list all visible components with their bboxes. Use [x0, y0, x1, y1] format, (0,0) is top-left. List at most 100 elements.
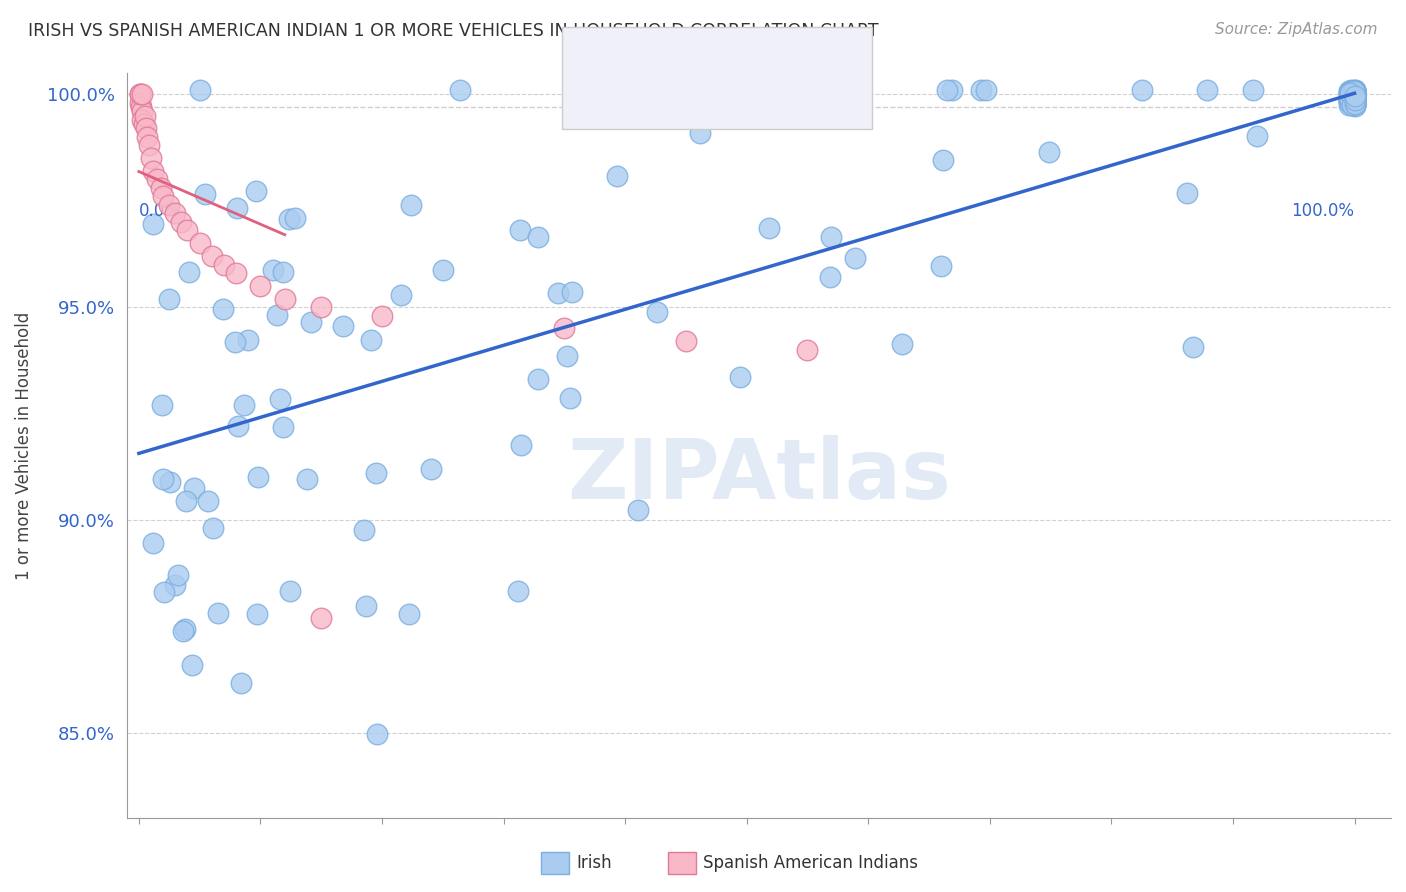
Point — [142, 536, 165, 550]
Point — [1343, 96, 1365, 111]
Point — [398, 607, 420, 622]
Point — [295, 472, 318, 486]
Point — [1343, 89, 1365, 103]
Point — [527, 230, 550, 244]
Point — [131, 87, 153, 102]
Point — [728, 369, 751, 384]
Point — [174, 622, 197, 636]
Text: N =: N = — [733, 42, 776, 61]
Point — [1343, 84, 1365, 98]
Point — [309, 611, 332, 625]
Point — [149, 181, 172, 195]
Point — [188, 236, 211, 251]
Point — [1343, 84, 1365, 98]
Point — [401, 198, 423, 212]
Point — [129, 87, 152, 102]
Point — [976, 83, 998, 97]
Point — [1343, 92, 1365, 106]
Point — [129, 100, 152, 114]
Point — [180, 658, 202, 673]
Point — [420, 461, 443, 475]
Point — [284, 211, 307, 225]
Point — [1343, 95, 1365, 110]
Point — [136, 129, 159, 144]
Point — [547, 285, 569, 300]
Point — [606, 169, 628, 183]
Point — [1339, 89, 1361, 103]
Text: R =: R = — [614, 91, 658, 110]
Point — [246, 470, 269, 484]
Point — [449, 83, 471, 97]
Point — [142, 217, 165, 231]
Point — [1343, 87, 1365, 102]
Point — [152, 189, 174, 203]
Point — [1343, 84, 1365, 98]
Point — [1341, 93, 1364, 107]
Text: R =: R = — [614, 42, 658, 61]
Point — [929, 259, 952, 273]
Point — [188, 83, 211, 97]
Point — [354, 599, 377, 614]
Point — [238, 334, 260, 348]
Point — [131, 112, 153, 127]
Point — [645, 304, 668, 318]
Point — [269, 392, 291, 407]
Point — [1337, 85, 1360, 99]
Point — [1343, 89, 1365, 103]
Point — [1182, 340, 1205, 354]
Point — [1337, 83, 1360, 97]
Point — [508, 584, 530, 599]
Text: Source: ZipAtlas.com: Source: ZipAtlas.com — [1215, 22, 1378, 37]
Point — [207, 606, 229, 620]
Point — [1343, 85, 1365, 99]
Point — [150, 398, 173, 412]
Point — [201, 521, 224, 535]
Point — [212, 258, 235, 272]
Point — [1343, 83, 1365, 97]
Point — [212, 301, 235, 316]
Point — [844, 251, 866, 265]
Point — [1339, 94, 1361, 108]
Point — [129, 95, 152, 110]
Point — [555, 349, 578, 363]
Point — [970, 83, 993, 97]
Text: IRISH VS SPANISH AMERICAN INDIAN 1 OR MORE VEHICLES IN HOUSEHOLD CORRELATION CHA: IRISH VS SPANISH AMERICAN INDIAN 1 OR MO… — [28, 22, 879, 40]
Point — [146, 172, 169, 186]
Point — [163, 578, 186, 592]
Point — [360, 334, 382, 348]
Point — [183, 481, 205, 495]
Point — [1343, 98, 1365, 112]
Point — [1339, 86, 1361, 100]
Point — [201, 249, 224, 263]
Text: 169: 169 — [776, 42, 817, 61]
Point — [366, 727, 388, 741]
Point — [179, 265, 201, 279]
Point — [1341, 98, 1364, 112]
Point — [1339, 87, 1361, 102]
Point — [157, 293, 180, 307]
Point — [1343, 88, 1365, 103]
Point — [1340, 95, 1362, 110]
Point — [1343, 92, 1365, 106]
Point — [848, 93, 870, 107]
Point — [1343, 93, 1365, 107]
Point — [932, 153, 955, 167]
Point — [1343, 93, 1365, 107]
Text: N =: N = — [733, 91, 776, 110]
FancyBboxPatch shape — [572, 80, 606, 119]
Point — [1340, 83, 1362, 97]
Point — [941, 83, 963, 97]
Point — [1337, 86, 1360, 100]
Point — [389, 288, 412, 302]
Point — [689, 126, 711, 140]
Point — [1340, 87, 1362, 102]
Point — [1343, 84, 1365, 98]
Point — [1343, 95, 1365, 110]
Point — [1130, 83, 1153, 97]
Point — [1343, 90, 1365, 104]
Point — [1343, 95, 1365, 109]
Point — [890, 337, 912, 351]
Point — [271, 420, 294, 434]
Point — [262, 263, 284, 277]
Point — [675, 334, 697, 348]
